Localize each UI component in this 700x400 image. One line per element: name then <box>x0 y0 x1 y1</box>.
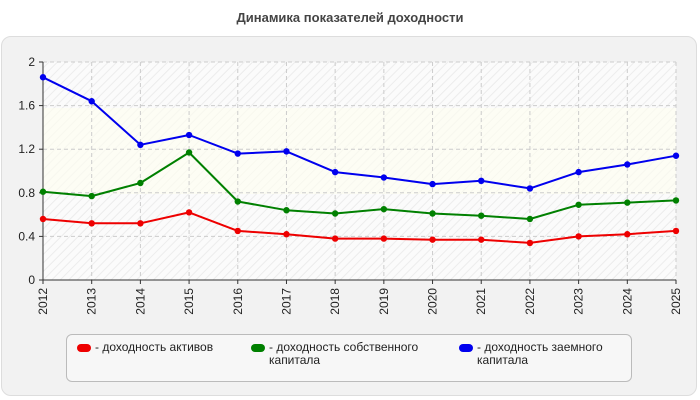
legend-label: - доходность заемного капитала <box>477 340 603 367</box>
y-tick-label: 1.2 <box>18 142 35 156</box>
legend-swatch-red <box>77 344 91 352</box>
data-point-0 <box>88 220 95 227</box>
x-tick-label: 2015 <box>182 288 196 315</box>
y-tick-labels: 0 0.4 0.8 1.2 1.6 2 <box>18 55 35 287</box>
series <box>39 74 680 247</box>
data-point-0 <box>331 235 339 242</box>
data-point-0 <box>380 235 388 242</box>
series-line-2 <box>42 76 677 190</box>
data-point-2 <box>185 131 193 139</box>
series-line-1 <box>42 151 677 220</box>
legend-label: - доходность активов <box>95 340 214 354</box>
data-point-2 <box>429 180 436 188</box>
data-point-1 <box>39 188 47 195</box>
legend-item-assets: - доходность активов <box>77 341 247 354</box>
data-point-1 <box>380 205 388 213</box>
data-point-1 <box>331 210 339 217</box>
legend-swatch-blue <box>459 344 473 352</box>
data-point-2 <box>331 168 339 176</box>
data-point-0 <box>429 236 436 243</box>
data-point-1 <box>234 198 241 205</box>
x-tick-label: 2013 <box>85 288 99 315</box>
data-point-1 <box>478 212 485 219</box>
data-point-1 <box>429 210 436 217</box>
x-tick-label: 2020 <box>426 288 440 315</box>
x-tick-label: 2014 <box>133 288 147 315</box>
x-tick-label: 2019 <box>377 288 391 315</box>
x-tick-label: 2018 <box>328 288 342 315</box>
data-point-2 <box>137 141 144 149</box>
x-tick-label: 2012 <box>36 288 50 315</box>
data-point-2 <box>39 74 47 81</box>
data-point-2 <box>624 161 631 168</box>
data-point-2 <box>380 174 388 181</box>
data-point-0 <box>283 231 290 238</box>
data-point-1 <box>283 207 290 214</box>
data-point-2 <box>478 177 485 185</box>
y-tick-label: 0.8 <box>18 186 35 200</box>
data-point-0 <box>672 227 680 235</box>
data-point-1 <box>88 192 95 200</box>
legend-swatch-green <box>251 344 265 352</box>
data-point-1 <box>526 215 534 223</box>
data-point-1 <box>137 179 144 187</box>
data-point-2 <box>526 185 534 192</box>
data-point-2 <box>672 152 680 159</box>
x-tick-label: 2022 <box>523 288 537 315</box>
x-tick-label: 2024 <box>620 288 634 315</box>
data-point-2 <box>575 168 582 176</box>
data-point-1 <box>672 197 680 204</box>
x-tick-label: 2025 <box>669 288 683 315</box>
plot-area-tint <box>43 108 676 194</box>
legend-label: - доходность собственного капитала <box>269 340 419 367</box>
data-point-2 <box>234 150 241 157</box>
x-tick-label: 2016 <box>231 288 245 315</box>
data-point-0 <box>137 220 144 227</box>
x-tick-label: 2021 <box>474 288 488 315</box>
data-point-0 <box>234 227 241 235</box>
data-point-2 <box>88 98 95 105</box>
data-point-0 <box>185 209 193 216</box>
data-point-0 <box>624 231 631 238</box>
data-point-0 <box>39 215 47 223</box>
legend-item-equity: - доходность собственного капитала <box>251 341 451 367</box>
x-tick-labels: 2012 2013 2014 2015 2016 2017 2018 2019 2020 2021… <box>36 288 683 315</box>
data-point-1 <box>624 199 631 206</box>
data-point-0 <box>478 236 485 243</box>
legend-item-debt: - доходность заемного капитала <box>459 341 629 367</box>
series-line-0 <box>42 211 677 244</box>
data-point-1 <box>185 149 193 156</box>
data-point-0 <box>526 239 534 247</box>
chart-title: Динамика показателей доходности <box>236 10 464 25</box>
x-tick-label: 2017 <box>279 288 293 315</box>
data-point-2 <box>283 148 290 155</box>
y-tick-label: 0 <box>28 273 35 287</box>
x-tick-label: 2023 <box>572 288 586 315</box>
y-tick-label: 0.4 <box>18 229 35 243</box>
data-point-0 <box>575 233 582 240</box>
legend: - доходность активов - доходность собств… <box>66 334 632 382</box>
y-tick-label: 1.6 <box>18 99 35 113</box>
data-point-1 <box>575 201 582 208</box>
axes <box>42 62 676 281</box>
y-tick-label: 2 <box>28 55 35 69</box>
gridlines <box>39 61 677 284</box>
